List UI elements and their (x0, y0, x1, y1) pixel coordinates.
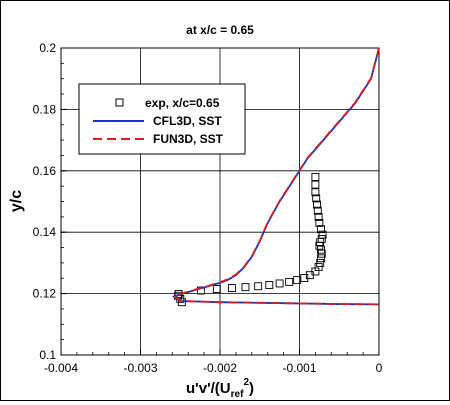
legend-label-fun3d: FUN3D, SST (153, 132, 224, 146)
exp-data-point (313, 206, 322, 215)
legend-label-cfl3d: CFL3D, SST (153, 114, 222, 128)
exp-data-point (300, 273, 309, 282)
y-tick-label: 0.16 (33, 164, 57, 178)
y-tick-label: 0.14 (33, 225, 57, 239)
y-axis-label: y/c (8, 190, 25, 212)
exp-data-point (318, 230, 327, 239)
exp-data-point (254, 282, 263, 291)
exp-data-point (311, 180, 320, 189)
exp-data-point (315, 219, 324, 227)
exp-data-point (313, 200, 321, 209)
x-axis-label-close: ) (249, 380, 254, 397)
exp-data-point (317, 235, 326, 243)
y-tick-label: 0.12 (33, 287, 57, 301)
exp-data-point (275, 279, 284, 288)
x-tick-label: -0.001 (282, 361, 316, 375)
exp-data-point (177, 298, 186, 307)
exp-data-point (311, 172, 320, 181)
x-axis-label-sub: ref (231, 389, 244, 400)
y-tick-label: 0.2 (39, 41, 56, 55)
x-tick-label: -0.003 (123, 361, 157, 375)
exp-data-point (311, 188, 320, 197)
exp-data-point (241, 283, 250, 292)
exp-data-point (227, 284, 236, 293)
x-tick-label: 0 (376, 361, 383, 375)
x-axis-label-sup: 2 (243, 377, 249, 388)
series-layer (171, 47, 380, 307)
exp-data-point (317, 225, 325, 234)
exp-data-point (317, 245, 325, 254)
exp-data-point (316, 258, 325, 267)
legend: exp, x/c=0.65 CFL3D, SST FUN3D, SST (78, 83, 246, 155)
x-axis-label: u'v'/(Uref2) (186, 377, 254, 400)
exp-data-point (317, 249, 326, 258)
exp-data-point (265, 281, 274, 289)
x-axis-label-main: u'v'/(U (186, 380, 231, 397)
exp-data-point (212, 285, 221, 293)
chart-title: at x/c = 0.65 (186, 23, 254, 37)
exp-data-point (317, 254, 325, 263)
exp-data-point (285, 277, 294, 286)
y-tick-label: 0.18 (33, 102, 57, 116)
legend-label-exp: exp, x/c=0.65 (145, 96, 220, 110)
cfl3d-sst-line (171, 47, 380, 306)
legend-marker-exp (115, 98, 124, 107)
y-tick-label: 0.1 (39, 348, 56, 362)
exp-data-point (314, 212, 323, 221)
x-tick-label: -0.002 (203, 361, 237, 375)
legend-box (78, 83, 246, 155)
exp-data-point (196, 286, 205, 295)
axis-ticks (60, 47, 380, 356)
x-tick-label: -0.004 (44, 361, 78, 375)
exp-data-point (314, 262, 323, 271)
axis-tick-labels: -0.004 -0.003 -0.002 -0.001 0 0.1 0.12 0.14 0.16… (33, 41, 383, 375)
exp-data-point (312, 194, 321, 203)
